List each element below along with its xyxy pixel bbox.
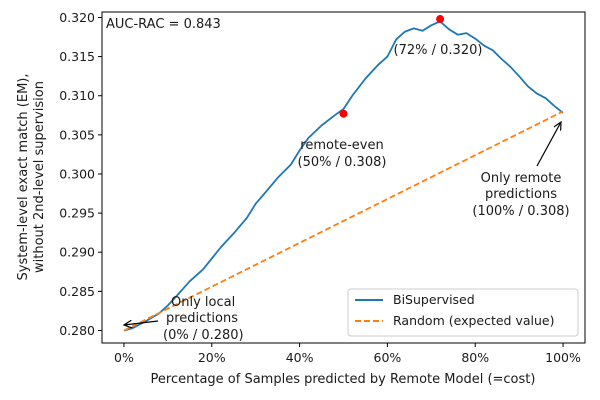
y-tick-label: 0.280 [59, 323, 95, 338]
plot-frame [101, 11, 586, 344]
x-tick-label: 80% [461, 350, 489, 365]
y-tick-label: 0.320 [59, 10, 95, 25]
series-layer [123, 20, 564, 332]
remote-even-annotation-line2: (50% / 0.308) [298, 155, 387, 170]
auc-annotation: AUC-RAC = 0.843 [106, 17, 221, 32]
y-tick-label: 0.290 [59, 245, 95, 260]
only-remote-annotation-line3: (100% / 0.308) [472, 204, 569, 219]
highlight-points [339, 15, 445, 118]
y-tick-label: 0.305 [59, 127, 95, 142]
series-line-random-expected-value [123, 110, 564, 332]
y-tick-label: 0.300 [59, 166, 95, 181]
y-axis-label-line1: System-level exact match (EM), [16, 74, 31, 281]
remote-even-annotation-line1: remote-even [300, 138, 383, 153]
x-axis-label: Percentage of Samples predicted by Remot… [151, 372, 536, 387]
x-tick-label: 20% [198, 350, 226, 365]
x-tick-label: 40% [286, 350, 314, 365]
only-local-arrow [124, 321, 159, 325]
only-remote-annotation-line2: predictions [485, 187, 557, 202]
y-tick-label: 0.295 [59, 206, 95, 221]
legend-label-bisupervised: BiSupervised [393, 292, 475, 307]
only-remote-annotation-line1: Only remote [481, 171, 562, 186]
only-local-annotation-line1: Only local [171, 295, 235, 310]
y-axis-label-line2: without 2nd-level supervision [32, 81, 47, 273]
legend-box [347, 288, 579, 337]
y-tick-label: 0.315 [59, 49, 95, 64]
y-tick-label: 0.310 [59, 88, 95, 103]
x-tick-label: 0% [114, 350, 134, 365]
x-tick-label: 60% [374, 350, 402, 365]
legend: BiSupervised Random (expected value) [347, 288, 579, 337]
y-tick-label: 0.285 [59, 284, 95, 299]
series-line-bisupervised [123, 20, 564, 332]
y-axis-ticks: 0.280 0.285 0.290 0.295 0.300 0.305 0.310 0.315… [59, 10, 102, 338]
highlight-point [436, 15, 445, 24]
x-axis-ticks: 0% 20% 40% 60% 80% 100% [114, 343, 581, 365]
only-local-annotation-line2: predictions [166, 311, 238, 326]
highlight-point [339, 109, 348, 118]
only-remote-arrow [536, 122, 561, 167]
x-tick-label: 100% [545, 350, 581, 365]
legend-label-random: Random (expected value) [393, 313, 555, 328]
peak-annotation: (72% / 0.320) [394, 43, 483, 58]
only-local-annotation-line3: (0% / 0.280) [163, 328, 244, 343]
